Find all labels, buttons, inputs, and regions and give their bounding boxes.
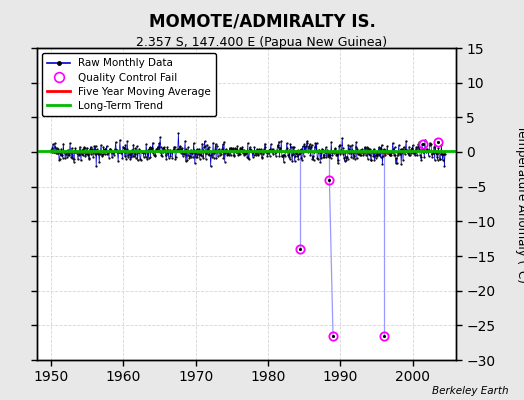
Y-axis label: Temperature Anomaly (°C): Temperature Anomaly (°C) xyxy=(515,125,524,283)
Text: Berkeley Earth: Berkeley Earth xyxy=(432,386,508,396)
Text: MOMOTE/ADMIRALTY IS.: MOMOTE/ADMIRALTY IS. xyxy=(149,12,375,30)
Text: 2.357 S, 147.400 E (Papua New Guinea): 2.357 S, 147.400 E (Papua New Guinea) xyxy=(136,36,388,49)
Legend: Raw Monthly Data, Quality Control Fail, Five Year Moving Average, Long-Term Tren: Raw Monthly Data, Quality Control Fail, … xyxy=(42,53,216,116)
